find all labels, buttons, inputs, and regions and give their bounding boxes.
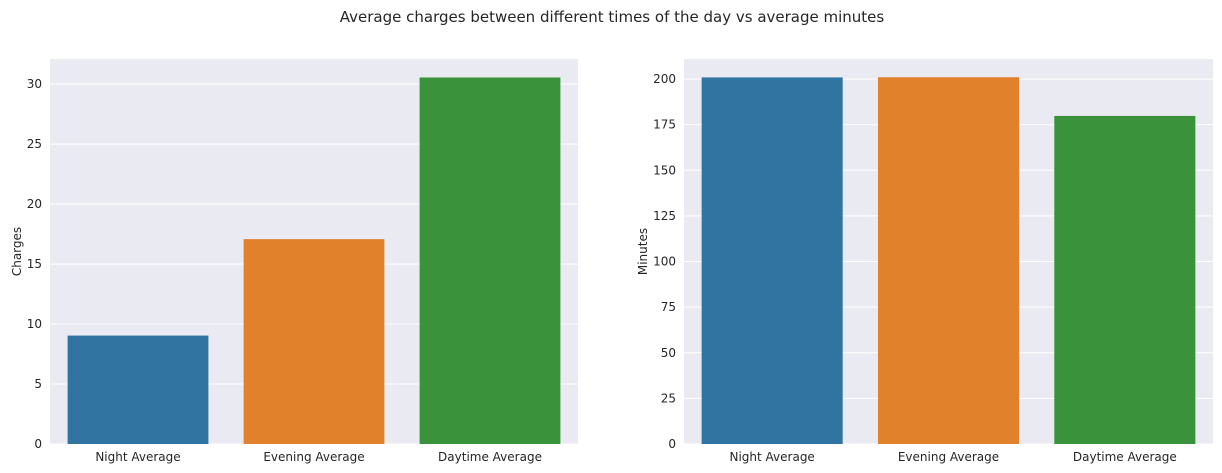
x-tick-label: Night Average [95, 450, 180, 464]
y-tick-label: 25 [661, 391, 676, 405]
y-tick-label: 15 [27, 257, 42, 271]
x-tick-label: Evening Average [263, 450, 364, 464]
x-tick-label: Evening Average [898, 450, 999, 464]
x-tick-label: Daytime Average [438, 450, 542, 464]
x-tick-label: Night Average [729, 450, 814, 464]
minutes-chart: 0 25 50 75 100 125 150 175 200 Night Average Eveni… [636, 59, 1213, 464]
bar-night-average [701, 77, 843, 445]
y-axis-label: Charges [10, 227, 24, 276]
y-tick-label: 200 [653, 72, 676, 86]
y-tick-label: 175 [653, 118, 676, 132]
y-axis-label: Minutes [636, 228, 650, 275]
y-tick-label: 5 [34, 377, 42, 391]
y-tick-label: 50 [661, 346, 676, 360]
bar-daytime-average [419, 77, 561, 445]
y-tick-label: 0 [668, 437, 676, 451]
bar-daytime-average [1054, 115, 1196, 445]
y-tick-label: 10 [27, 317, 42, 331]
charges-chart: 0 5 10 15 20 25 30 Night Average Evening Average… [10, 59, 578, 464]
y-tick-label: 25 [27, 137, 42, 151]
y-tick-label: 100 [653, 255, 676, 269]
figure-title: Average charges between different times … [340, 8, 885, 26]
bar-evening-average [243, 239, 385, 444]
y-tick-label: 0 [34, 437, 42, 451]
bar-evening-average [877, 77, 1020, 444]
y-tick-label: 20 [27, 197, 42, 211]
bar-night-average [67, 335, 209, 444]
y-tick-label: 150 [653, 163, 676, 177]
x-tick-label: Daytime Average [1073, 450, 1177, 464]
y-tick-label: 75 [661, 300, 676, 314]
y-tick-label: 125 [653, 209, 676, 223]
y-tick-label: 30 [27, 77, 42, 91]
